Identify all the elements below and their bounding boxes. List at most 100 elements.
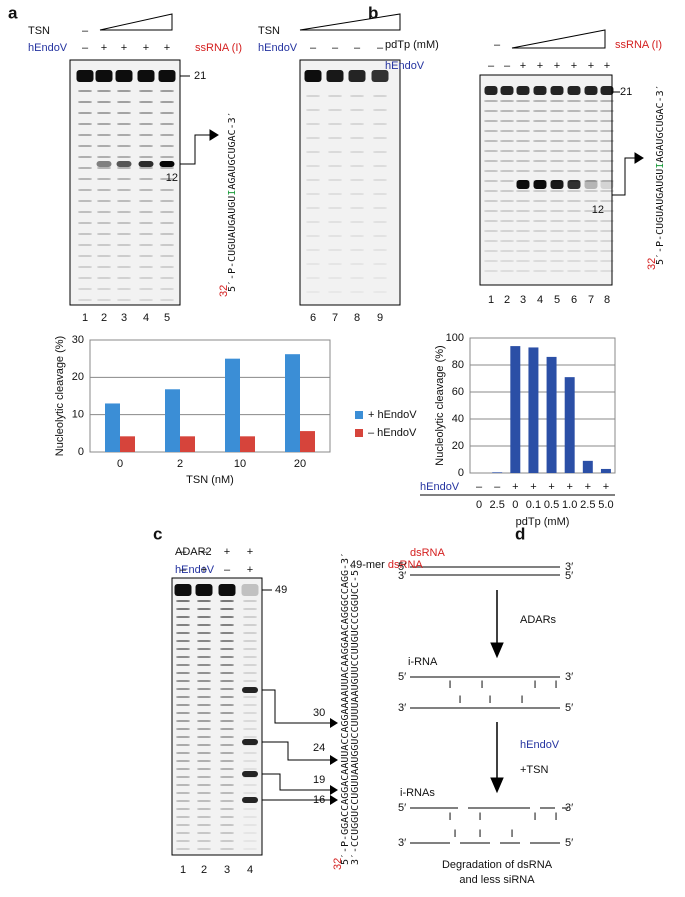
gel-band [484,180,498,182]
gel-band [484,150,498,152]
gel-band [197,712,211,714]
gel-band [220,688,234,690]
label: – [332,42,339,54]
gel-band [373,179,387,181]
label: 3′ [398,837,406,849]
gel-band [197,784,211,786]
gel-band [160,288,174,290]
gel [299,59,401,306]
gel-band [176,600,190,602]
label: 1 [488,294,494,306]
gel-band [243,600,257,602]
gel-band [78,211,92,213]
gel-band [484,240,498,242]
gel-band [516,120,530,122]
inosine: I [478,828,481,840]
gel-band [373,207,387,209]
gel-band [484,110,498,112]
gel-band [533,210,547,212]
gel-band [373,277,387,279]
gel-band [220,744,234,746]
gel-band [550,230,564,232]
gel-band [97,145,111,147]
gel-band [516,170,530,172]
y-tick-label: 80 [452,359,464,371]
gel-band [197,680,211,682]
gel-band [243,640,257,642]
gel-band [220,760,234,762]
gel-band [97,134,111,136]
gel-band [78,90,92,92]
gel-band [373,235,387,237]
gel-band [242,687,258,693]
gel-band [350,291,364,293]
label: hEndoV [520,739,560,751]
gel-band [97,200,111,202]
gel-band [328,151,342,153]
gel-band [243,808,257,810]
gel-band [243,792,257,794]
inosine: I [478,811,481,823]
label: – [504,60,511,72]
gel-band [533,86,547,95]
gel-band [78,145,92,147]
gel-band [350,165,364,167]
row-label: – [476,481,483,493]
panel-label: a [8,3,18,22]
gel-band [484,100,498,102]
gel-band [117,189,131,191]
gel-band [243,728,257,730]
gel-band [484,260,498,262]
label: 1 [180,864,186,876]
gel-band [243,712,257,714]
label: 5′ [398,671,406,683]
gel-band [373,165,387,167]
label: 3′ [398,702,406,714]
gel-band [550,170,564,172]
gel-band [176,792,190,794]
gel-band [516,110,530,112]
gel-band [500,160,514,162]
gel-band [550,120,564,122]
label: 7 [332,312,338,324]
gel-band [197,840,211,842]
gel-band [220,848,234,850]
gel-band [78,288,92,290]
gel-band [176,800,190,802]
bar [300,431,315,452]
gel-band [176,712,190,714]
bar [165,389,180,452]
gel-band [550,200,564,202]
gel-band [584,230,598,232]
gel-band [371,70,389,82]
gel-band [500,240,514,242]
gel-band [584,140,598,142]
gel-band [160,200,174,202]
gel-band [197,800,211,802]
label: i-RNA [408,656,438,668]
gel-band [97,233,111,235]
gel-band [533,200,547,202]
bar [528,347,539,473]
sequence: 5′-P-CUGUAUGAUGUIAGAUGCUGAC-3′ [227,111,238,292]
gradient-triangle [299,13,401,31]
gel-band [306,151,320,153]
gel-band [243,768,257,770]
gel-band [533,160,547,162]
gel-band [176,848,190,850]
gel-band [484,200,498,202]
gel-band [500,86,514,95]
gel-band [533,270,547,272]
gel-band [567,160,581,162]
gel-band [373,151,387,153]
gel-band [500,210,514,212]
gel-band [328,179,342,181]
gel-band [197,752,211,754]
gel-band [95,70,113,82]
gel-band [584,270,598,272]
row-title: hEndoV [420,481,460,493]
gel-band [97,178,111,180]
gel-band [373,193,387,195]
gel-band [516,250,530,252]
gel-band [97,123,111,125]
